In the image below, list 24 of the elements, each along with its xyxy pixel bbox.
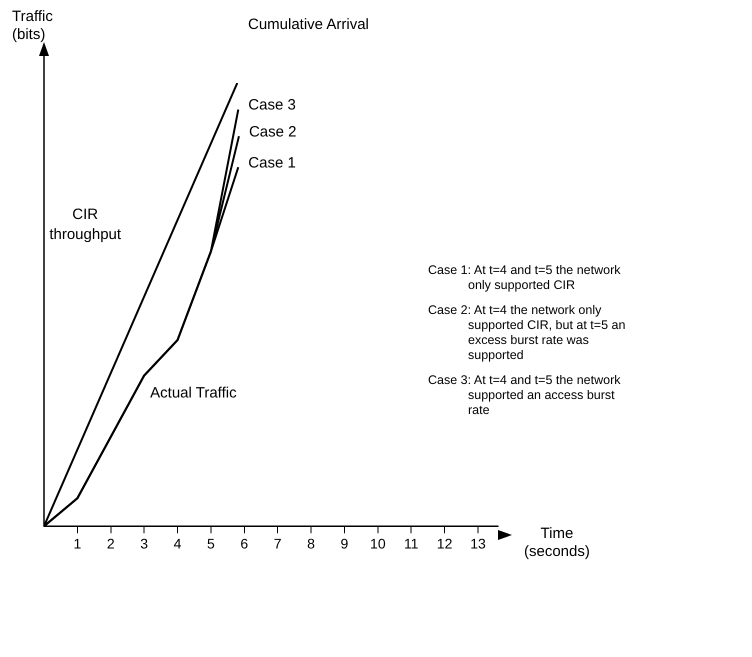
x-tick-label: 1 [73, 535, 82, 552]
annotation: Case 1: At t=4 and t=5 the network only supported CIR [428, 263, 622, 293]
text: CIR throughput [49, 206, 122, 243]
annotation: Case 3: At t=4 and t=5 the network supported an access burst rate [428, 373, 622, 418]
x-tick-label: 2 [106, 535, 115, 552]
series-label: Case 3 [248, 96, 296, 114]
x-tick-label: 5 [207, 535, 216, 552]
x-tick-label: 11 [404, 535, 419, 552]
x-tick-label: 6 [240, 535, 248, 552]
x-tick-label: 13 [470, 535, 486, 552]
x-tick-label: 7 [274, 535, 282, 552]
y-axis-title: Traffic (bits) [12, 8, 53, 44]
series-label: Case 2 [248, 123, 296, 140]
series-label: Case 1 [248, 154, 296, 172]
x-axis-title: Time (seconds) [524, 525, 590, 561]
x-tick-label: 4 [174, 535, 182, 552]
x-tick-label: 12 [436, 535, 453, 552]
annotation: Case 2: At t=4 the network only supported CIR, but at t=5 an excess burst rate was supported [428, 303, 626, 363]
text: Cumulative Arrival [248, 16, 369, 33]
annotation: Actual Traffic [150, 384, 238, 402]
x-tick-label: 10 [370, 535, 386, 552]
x-tick-label: 8 [307, 535, 316, 552]
x-tick-label: 9 [340, 535, 349, 552]
x-tick-label: 3 [140, 535, 148, 552]
